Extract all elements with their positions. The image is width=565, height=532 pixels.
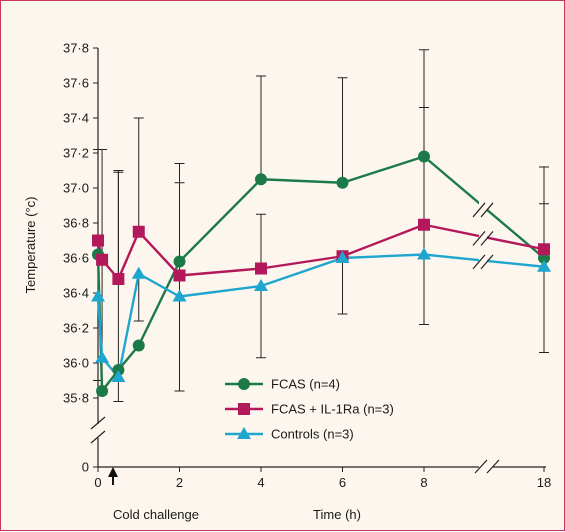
data-point (111, 370, 126, 382)
data-point (537, 259, 551, 272)
y-tick-label: 36·2 (63, 321, 89, 336)
data-point (132, 225, 145, 238)
line-break-mark (472, 231, 486, 246)
data-point (336, 176, 349, 189)
line-break-gap (479, 199, 487, 218)
data-point (418, 150, 430, 163)
y-axis-break-mark (90, 416, 106, 430)
series-markers (91, 150, 551, 397)
data-point (132, 339, 145, 352)
line-break-mark (472, 202, 486, 218)
x-tick-label: 4 (257, 475, 264, 490)
data-point (95, 350, 110, 363)
y-axis-break-mark (90, 430, 106, 444)
y-tick-label: 0 (82, 460, 89, 475)
data-point (96, 253, 109, 266)
series-lines (96, 155, 545, 393)
data-point (96, 385, 109, 397)
legend-marker (238, 403, 250, 415)
y-tick-label: 36·6 (63, 251, 89, 266)
data-point (91, 289, 105, 302)
data-point (173, 269, 186, 282)
data-point (254, 279, 268, 291)
y-tick-label: 37·2 (63, 146, 89, 161)
line-break-mark (472, 254, 486, 270)
data-point (538, 243, 550, 256)
line-break-gap (479, 228, 487, 247)
legend-label: FCAS (n=4) (271, 377, 340, 392)
x-tick-label: 8 (420, 475, 427, 490)
data-point (255, 262, 267, 275)
line-break-mark (480, 231, 494, 246)
data-point (112, 273, 125, 285)
data-point (418, 218, 430, 231)
cold-challenge-annotation: Cold challenge (113, 507, 199, 522)
y-tick-label: 37·0 (63, 181, 89, 196)
x-axis-break-mark (486, 459, 500, 474)
data-point (131, 266, 146, 279)
data-point (335, 251, 350, 263)
y-tick-label: 37·4 (63, 111, 89, 126)
x-axis-title: Time (h) (313, 507, 361, 522)
y-tick-label: 36·0 (63, 356, 89, 371)
y-tick-label: 36·8 (63, 216, 89, 231)
x-tick-label: 0 (94, 475, 101, 490)
data-point (173, 255, 186, 268)
data-point (417, 247, 431, 260)
x-tick-label: 2 (176, 475, 183, 490)
y-tick-label: 35·8 (63, 391, 89, 406)
legend-marker (237, 427, 251, 439)
error-bars (93, 49, 549, 402)
series-line (96, 223, 545, 281)
x-tick-label: 18 (537, 475, 551, 490)
legend: FCAS (n=4) FCAS + IL-1Ra (n=3) Controls (n… (225, 377, 394, 442)
data-point (92, 234, 104, 247)
axes: 35·8 36·0 36·2 36·4 36·6 36·8 37·0 37·2 37·4 37·6… (63, 41, 551, 491)
line-break-mark (480, 254, 494, 270)
line-break-gap (479, 251, 487, 270)
line-break-mark (480, 202, 494, 218)
legend-label: FCAS + IL-1Ra (n=3) (271, 402, 394, 417)
legend-marker (238, 378, 250, 390)
y-axis-title: Temperature (°c) (23, 197, 38, 294)
y-tick-label: 37·8 (63, 41, 89, 56)
data-point (172, 289, 187, 302)
cold-challenge-arrow (108, 467, 118, 477)
x-axis-break-mark (474, 459, 488, 474)
y-tick-label: 37·6 (63, 76, 89, 91)
legend-label: Controls (n=3) (271, 427, 354, 442)
data-point (255, 173, 267, 186)
y-tick-label: 36·4 (63, 286, 89, 301)
series-line (96, 155, 545, 393)
series-line (96, 253, 545, 379)
x-tick-label: 6 (339, 475, 346, 490)
